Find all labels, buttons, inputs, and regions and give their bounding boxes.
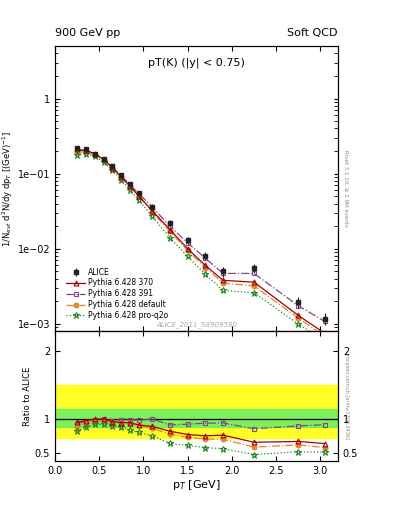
Pythia 6.428 391: [137, 191, 141, 197]
Bar: [55, 409, 338, 427]
Pythia 6.428 391: [322, 318, 327, 325]
Pythia 6.428 370: [137, 193, 141, 199]
Pythia 6.428 370: [75, 146, 79, 153]
Pythia 6.428 default: [128, 184, 132, 190]
Pythia 6.428 pro-q2o: [221, 287, 226, 293]
Line: Pythia 6.428 default: Pythia 6.428 default: [75, 150, 327, 339]
Pythia 6.428 default: [150, 209, 155, 215]
Pythia 6.428 pro-q2o: [128, 187, 132, 194]
Pythia 6.428 default: [137, 193, 141, 199]
Pythia 6.428 pro-q2o: [137, 198, 141, 204]
Pythia 6.428 391: [110, 164, 115, 170]
Pythia 6.428 391: [203, 255, 208, 261]
Pythia 6.428 default: [101, 157, 106, 163]
Pythia 6.428 370: [252, 279, 256, 285]
Pythia 6.428 default: [296, 315, 301, 321]
Pythia 6.428 default: [110, 165, 115, 172]
Pythia 6.428 pro-q2o: [322, 337, 327, 344]
Pythia 6.428 default: [119, 174, 124, 180]
Text: 900 GeV pp: 900 GeV pp: [55, 28, 120, 38]
Pythia 6.428 391: [150, 204, 155, 210]
Text: mcplots.cern.ch [arXiv:1306.3436]: mcplots.cern.ch [arXiv:1306.3436]: [343, 354, 349, 438]
Bar: [55, 385, 338, 438]
Pythia 6.428 pro-q2o: [296, 321, 301, 327]
Pythia 6.428 default: [322, 333, 327, 339]
Line: Pythia 6.428 370: Pythia 6.428 370: [75, 147, 327, 336]
Pythia 6.428 default: [168, 228, 173, 234]
Pythia 6.428 pro-q2o: [168, 235, 173, 241]
Pythia 6.428 370: [101, 156, 106, 162]
Pythia 6.428 370: [119, 174, 124, 180]
Pythia 6.428 391: [84, 147, 88, 154]
Pythia 6.428 pro-q2o: [203, 271, 208, 277]
Pythia 6.428 pro-q2o: [110, 167, 115, 173]
Line: Pythia 6.428 391: Pythia 6.428 391: [75, 148, 327, 324]
Pythia 6.428 391: [92, 151, 97, 157]
Pythia 6.428 pro-q2o: [92, 153, 97, 159]
Pythia 6.428 391: [185, 240, 190, 246]
Pythia 6.428 370: [128, 183, 132, 189]
Pythia 6.428 391: [101, 157, 106, 163]
X-axis label: p$_T$ [GeV]: p$_T$ [GeV]: [172, 478, 221, 493]
Pythia 6.428 pro-q2o: [84, 151, 88, 157]
Pythia 6.428 pro-q2o: [150, 214, 155, 220]
Pythia 6.428 391: [168, 223, 173, 229]
Text: Soft QCD: Soft QCD: [288, 28, 338, 38]
Text: ALICE_2011_S8909580: ALICE_2011_S8909580: [156, 322, 237, 328]
Pythia 6.428 default: [221, 280, 226, 286]
Pythia 6.428 370: [150, 208, 155, 214]
Pythia 6.428 370: [322, 330, 327, 336]
Pythia 6.428 370: [168, 227, 173, 233]
Pythia 6.428 default: [92, 152, 97, 158]
Pythia 6.428 default: [252, 283, 256, 289]
Pythia 6.428 391: [119, 173, 124, 179]
Pythia 6.428 pro-q2o: [185, 253, 190, 260]
Pythia 6.428 370: [221, 278, 226, 284]
Line: Pythia 6.428 pro-q2o: Pythia 6.428 pro-q2o: [74, 151, 328, 344]
Y-axis label: 1/N$_{evt}$ d$^2$N/dy dp$_T$ [(GeV)$^{-1}$]: 1/N$_{evt}$ d$^2$N/dy dp$_T$ [(GeV)$^{-1…: [0, 131, 15, 247]
Pythia 6.428 default: [75, 149, 79, 155]
Legend: ALICE, Pythia 6.428 370, Pythia 6.428 391, Pythia 6.428 default, Pythia 6.428 pr: ALICE, Pythia 6.428 370, Pythia 6.428 39…: [64, 266, 170, 322]
Pythia 6.428 pro-q2o: [119, 177, 124, 183]
Pythia 6.428 default: [203, 265, 208, 271]
Pythia 6.428 pro-q2o: [75, 152, 79, 158]
Pythia 6.428 370: [296, 312, 301, 318]
Pythia 6.428 391: [221, 270, 226, 276]
Pythia 6.428 pro-q2o: [101, 159, 106, 165]
Pythia 6.428 391: [252, 270, 256, 276]
Pythia 6.428 default: [84, 149, 88, 155]
Text: Rivet 3.1.10; ≥ 2.9M events: Rivet 3.1.10; ≥ 2.9M events: [343, 150, 349, 227]
Pythia 6.428 370: [92, 151, 97, 157]
Pythia 6.428 391: [75, 147, 79, 154]
Pythia 6.428 pro-q2o: [252, 290, 256, 296]
Pythia 6.428 370: [185, 246, 190, 252]
Pythia 6.428 391: [296, 303, 301, 309]
Y-axis label: Ratio to ALICE: Ratio to ALICE: [23, 367, 32, 425]
Pythia 6.428 default: [185, 247, 190, 253]
Pythia 6.428 370: [110, 165, 115, 171]
Pythia 6.428 391: [128, 182, 132, 188]
Pythia 6.428 370: [203, 262, 208, 268]
Text: pT(K) (|y| < 0.75): pT(K) (|y| < 0.75): [148, 57, 245, 68]
Pythia 6.428 370: [84, 147, 88, 154]
